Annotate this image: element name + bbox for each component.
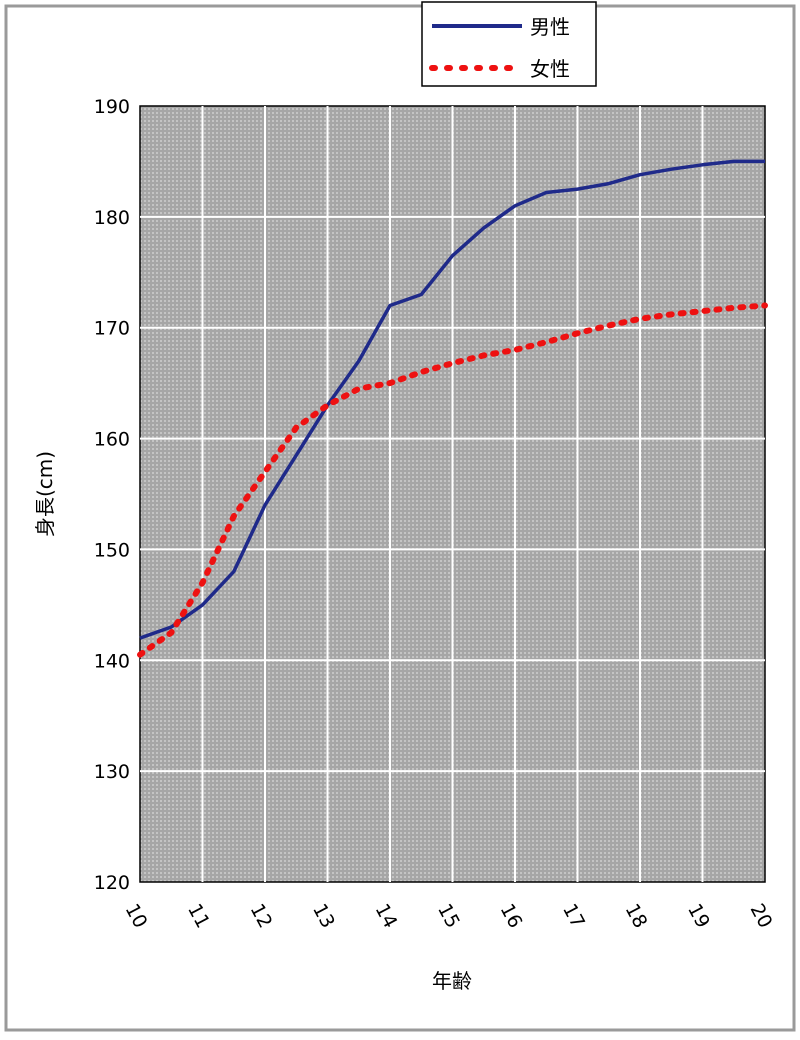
gridlines: [140, 106, 765, 882]
legend-label-男性: 男性: [530, 15, 570, 39]
series-line-女性: [137, 302, 768, 658]
series-line-男性: [139, 159, 765, 640]
y-tick-label: 150: [94, 539, 130, 561]
y-tick-label: 180: [94, 207, 130, 229]
y-tick-label: 160: [94, 429, 130, 451]
x-axis-title: 年齢: [432, 969, 472, 993]
legend-label-女性: 女性: [530, 57, 570, 81]
y-tick-label: 130: [94, 761, 130, 783]
y-tick-label: 140: [94, 650, 130, 672]
series-lines: [137, 159, 768, 658]
y-tick-label: 170: [94, 318, 130, 340]
y-tick-label: 190: [94, 96, 130, 118]
y-axis-title: 身長(cm): [33, 451, 57, 537]
y-tick-label: 120: [94, 872, 130, 894]
legend: 男性 女性: [421, 1, 597, 87]
legend-box: [421, 1, 597, 87]
